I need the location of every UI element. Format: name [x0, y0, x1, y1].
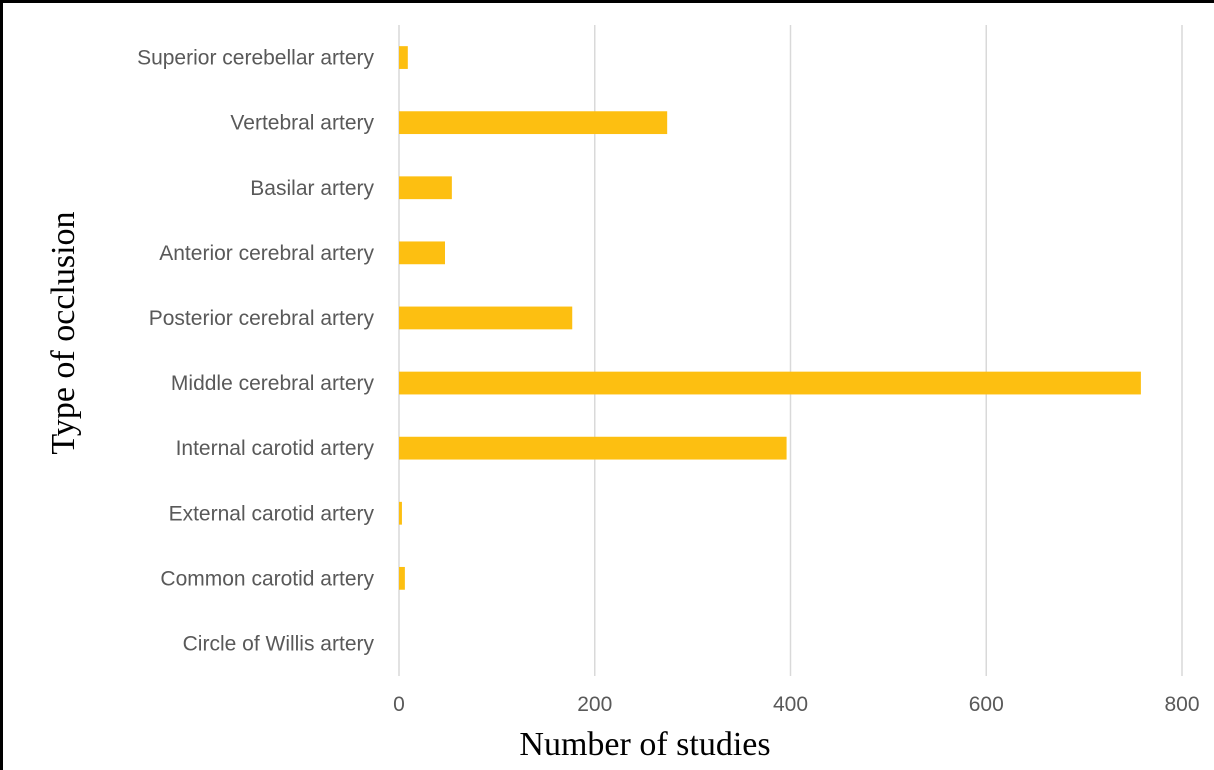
x-tick-label: 600	[969, 693, 1004, 716]
category-label: Circle of Willis artery	[183, 632, 375, 655]
category-label: Basilar artery	[250, 177, 374, 200]
x-axis-title: Number of studies	[519, 726, 770, 763]
bar-common-carotid-artery	[399, 566, 405, 590]
x-tick-label: 200	[577, 693, 612, 716]
category-label: Internal carotid artery	[176, 437, 375, 460]
bar-vertebral-artery	[399, 111, 668, 135]
category-label: Superior cerebellar artery	[137, 47, 374, 70]
bars	[399, 46, 1141, 590]
bar-superior-cerebellar-artery	[399, 46, 408, 69]
x-tick-labels: 0 200 400 600 800	[393, 693, 1199, 716]
x-tick-label: 800	[1164, 693, 1199, 716]
bar-middle-cerebral-artery	[399, 371, 1141, 395]
bar-external-carotid-artery	[399, 501, 402, 525]
category-labels: Circle of Willis artery Common carotid ar…	[137, 47, 374, 656]
bar-internal-carotid-artery	[399, 436, 787, 460]
category-label: Middle cerebral artery	[171, 372, 375, 395]
y-axis-title: Type of occlusion	[45, 211, 82, 454]
bar-basilar-artery	[399, 176, 452, 200]
bar-posterior-cerebral-artery	[399, 306, 573, 330]
category-label: Posterior cerebral artery	[149, 307, 375, 330]
x-tick-label: 0	[393, 693, 405, 716]
category-label: External carotid artery	[169, 502, 375, 525]
category-label: Anterior cerebral artery	[159, 242, 374, 265]
bar-anterior-cerebral-artery	[399, 241, 446, 265]
x-tick-label: 400	[773, 693, 808, 716]
category-label: Vertebral artery	[230, 112, 374, 135]
category-label: Common carotid artery	[160, 567, 374, 590]
